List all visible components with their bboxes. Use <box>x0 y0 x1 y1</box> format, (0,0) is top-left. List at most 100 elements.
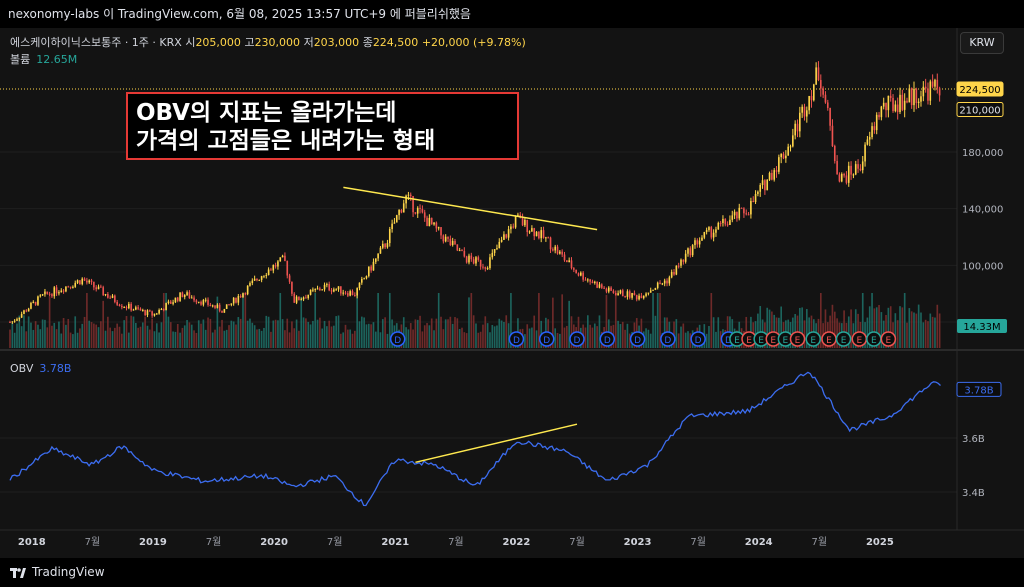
candle-body <box>316 288 319 290</box>
volume-bar <box>428 325 431 348</box>
event-marker-label: D <box>725 336 732 346</box>
candle-body <box>32 301 35 303</box>
candle-body <box>53 287 56 297</box>
volume-bar <box>312 320 314 348</box>
volume-bar <box>381 319 384 348</box>
candle-body <box>503 234 505 240</box>
volume-bar <box>314 293 317 348</box>
candle-body <box>736 211 738 219</box>
candle-body <box>910 88 913 106</box>
candle-body <box>358 282 361 289</box>
candle-body <box>377 253 379 259</box>
candle-body <box>570 260 573 269</box>
candle-body <box>845 175 848 183</box>
candle-body <box>393 222 396 224</box>
candle-body <box>9 322 11 323</box>
volume-bar <box>899 306 901 348</box>
footer-bar: TradingView <box>0 558 1024 587</box>
volume-bar <box>472 315 475 348</box>
candle-body <box>60 290 63 293</box>
last-price-label: 224,500 <box>959 85 1000 96</box>
volume-bar <box>267 316 270 348</box>
volume-bar <box>421 331 424 348</box>
symbol-name: 에스케이하이닉스보통주 · 1주 · KRX <box>10 36 182 49</box>
candle-body <box>822 88 824 95</box>
candle-body <box>281 255 284 258</box>
volume-bar <box>55 329 58 348</box>
volume-bar <box>46 327 49 348</box>
candle-body <box>917 101 920 103</box>
volume-bar <box>258 328 261 348</box>
candle-body <box>374 258 377 262</box>
candle-body <box>256 278 258 281</box>
candle-body <box>750 200 752 215</box>
volume-bar <box>407 329 410 348</box>
volume-bar <box>405 327 407 348</box>
volume-bar <box>377 293 379 348</box>
time-tick-label: 7월 <box>85 536 101 548</box>
candle-body <box>799 112 801 132</box>
candle-body <box>337 286 340 290</box>
volume-bar <box>79 328 81 348</box>
volume-bar <box>139 326 142 348</box>
candle-body <box>242 293 244 298</box>
volume-bar <box>197 320 200 348</box>
volume-bar <box>370 324 372 348</box>
candle-body <box>719 222 722 224</box>
currency-button[interactable]: KRW <box>960 32 1004 54</box>
candle-body <box>843 173 845 176</box>
volume-bar <box>712 317 715 348</box>
obv-tick-label: 3.6B <box>962 434 985 445</box>
candle-body <box>691 245 694 256</box>
candle-body <box>188 292 191 299</box>
candle-body <box>484 267 487 269</box>
candle-body <box>95 287 98 290</box>
volume-bar <box>880 312 883 348</box>
event-marker-label: E <box>856 336 862 346</box>
candle-body <box>854 164 857 175</box>
volume-bar <box>586 315 589 348</box>
volume-bar <box>221 319 223 348</box>
candle-body <box>726 224 729 226</box>
candle-body <box>889 95 892 98</box>
candle-body <box>531 228 533 232</box>
candle-body <box>482 266 484 268</box>
volume-bar <box>72 334 74 348</box>
candle-body <box>580 272 582 276</box>
candle-body <box>435 222 438 229</box>
candle-body <box>83 278 86 281</box>
volume-bar <box>186 320 188 348</box>
candle-body <box>586 279 589 281</box>
volume-bar <box>284 330 286 348</box>
volume-bar <box>794 314 796 348</box>
candle-body <box>894 104 897 112</box>
annotation-line-2: 가격의 고점들은 내려가는 형태 <box>136 128 436 154</box>
candle-body <box>402 203 405 213</box>
low-value: 203,000 <box>313 36 360 49</box>
volume-bar <box>624 329 626 348</box>
volume-bar <box>249 318 251 348</box>
time-tick-label: 2022 <box>503 537 531 548</box>
volume-value: 12.65M <box>36 53 78 66</box>
volume-bar <box>934 317 936 348</box>
volume-bar <box>766 307 769 348</box>
candle-body <box>165 303 167 311</box>
event-marker-icon <box>880 331 897 347</box>
volume-bar <box>141 322 144 348</box>
event-marker-label: D <box>604 336 611 346</box>
candle-body <box>230 303 233 305</box>
high-value: 230,000 <box>254 36 301 49</box>
candle-body <box>270 269 272 271</box>
candle-body <box>118 304 121 306</box>
volume-bar <box>561 294 563 348</box>
volume-bar <box>321 328 324 348</box>
candle-body <box>328 284 331 291</box>
candle-body <box>419 207 421 209</box>
candle-body <box>757 191 759 194</box>
obv-legend: OBV 3.78B <box>10 362 71 375</box>
candle-body <box>705 230 708 232</box>
candle-body <box>314 289 317 291</box>
volume-tag <box>957 319 1007 333</box>
candle-body <box>624 296 626 298</box>
